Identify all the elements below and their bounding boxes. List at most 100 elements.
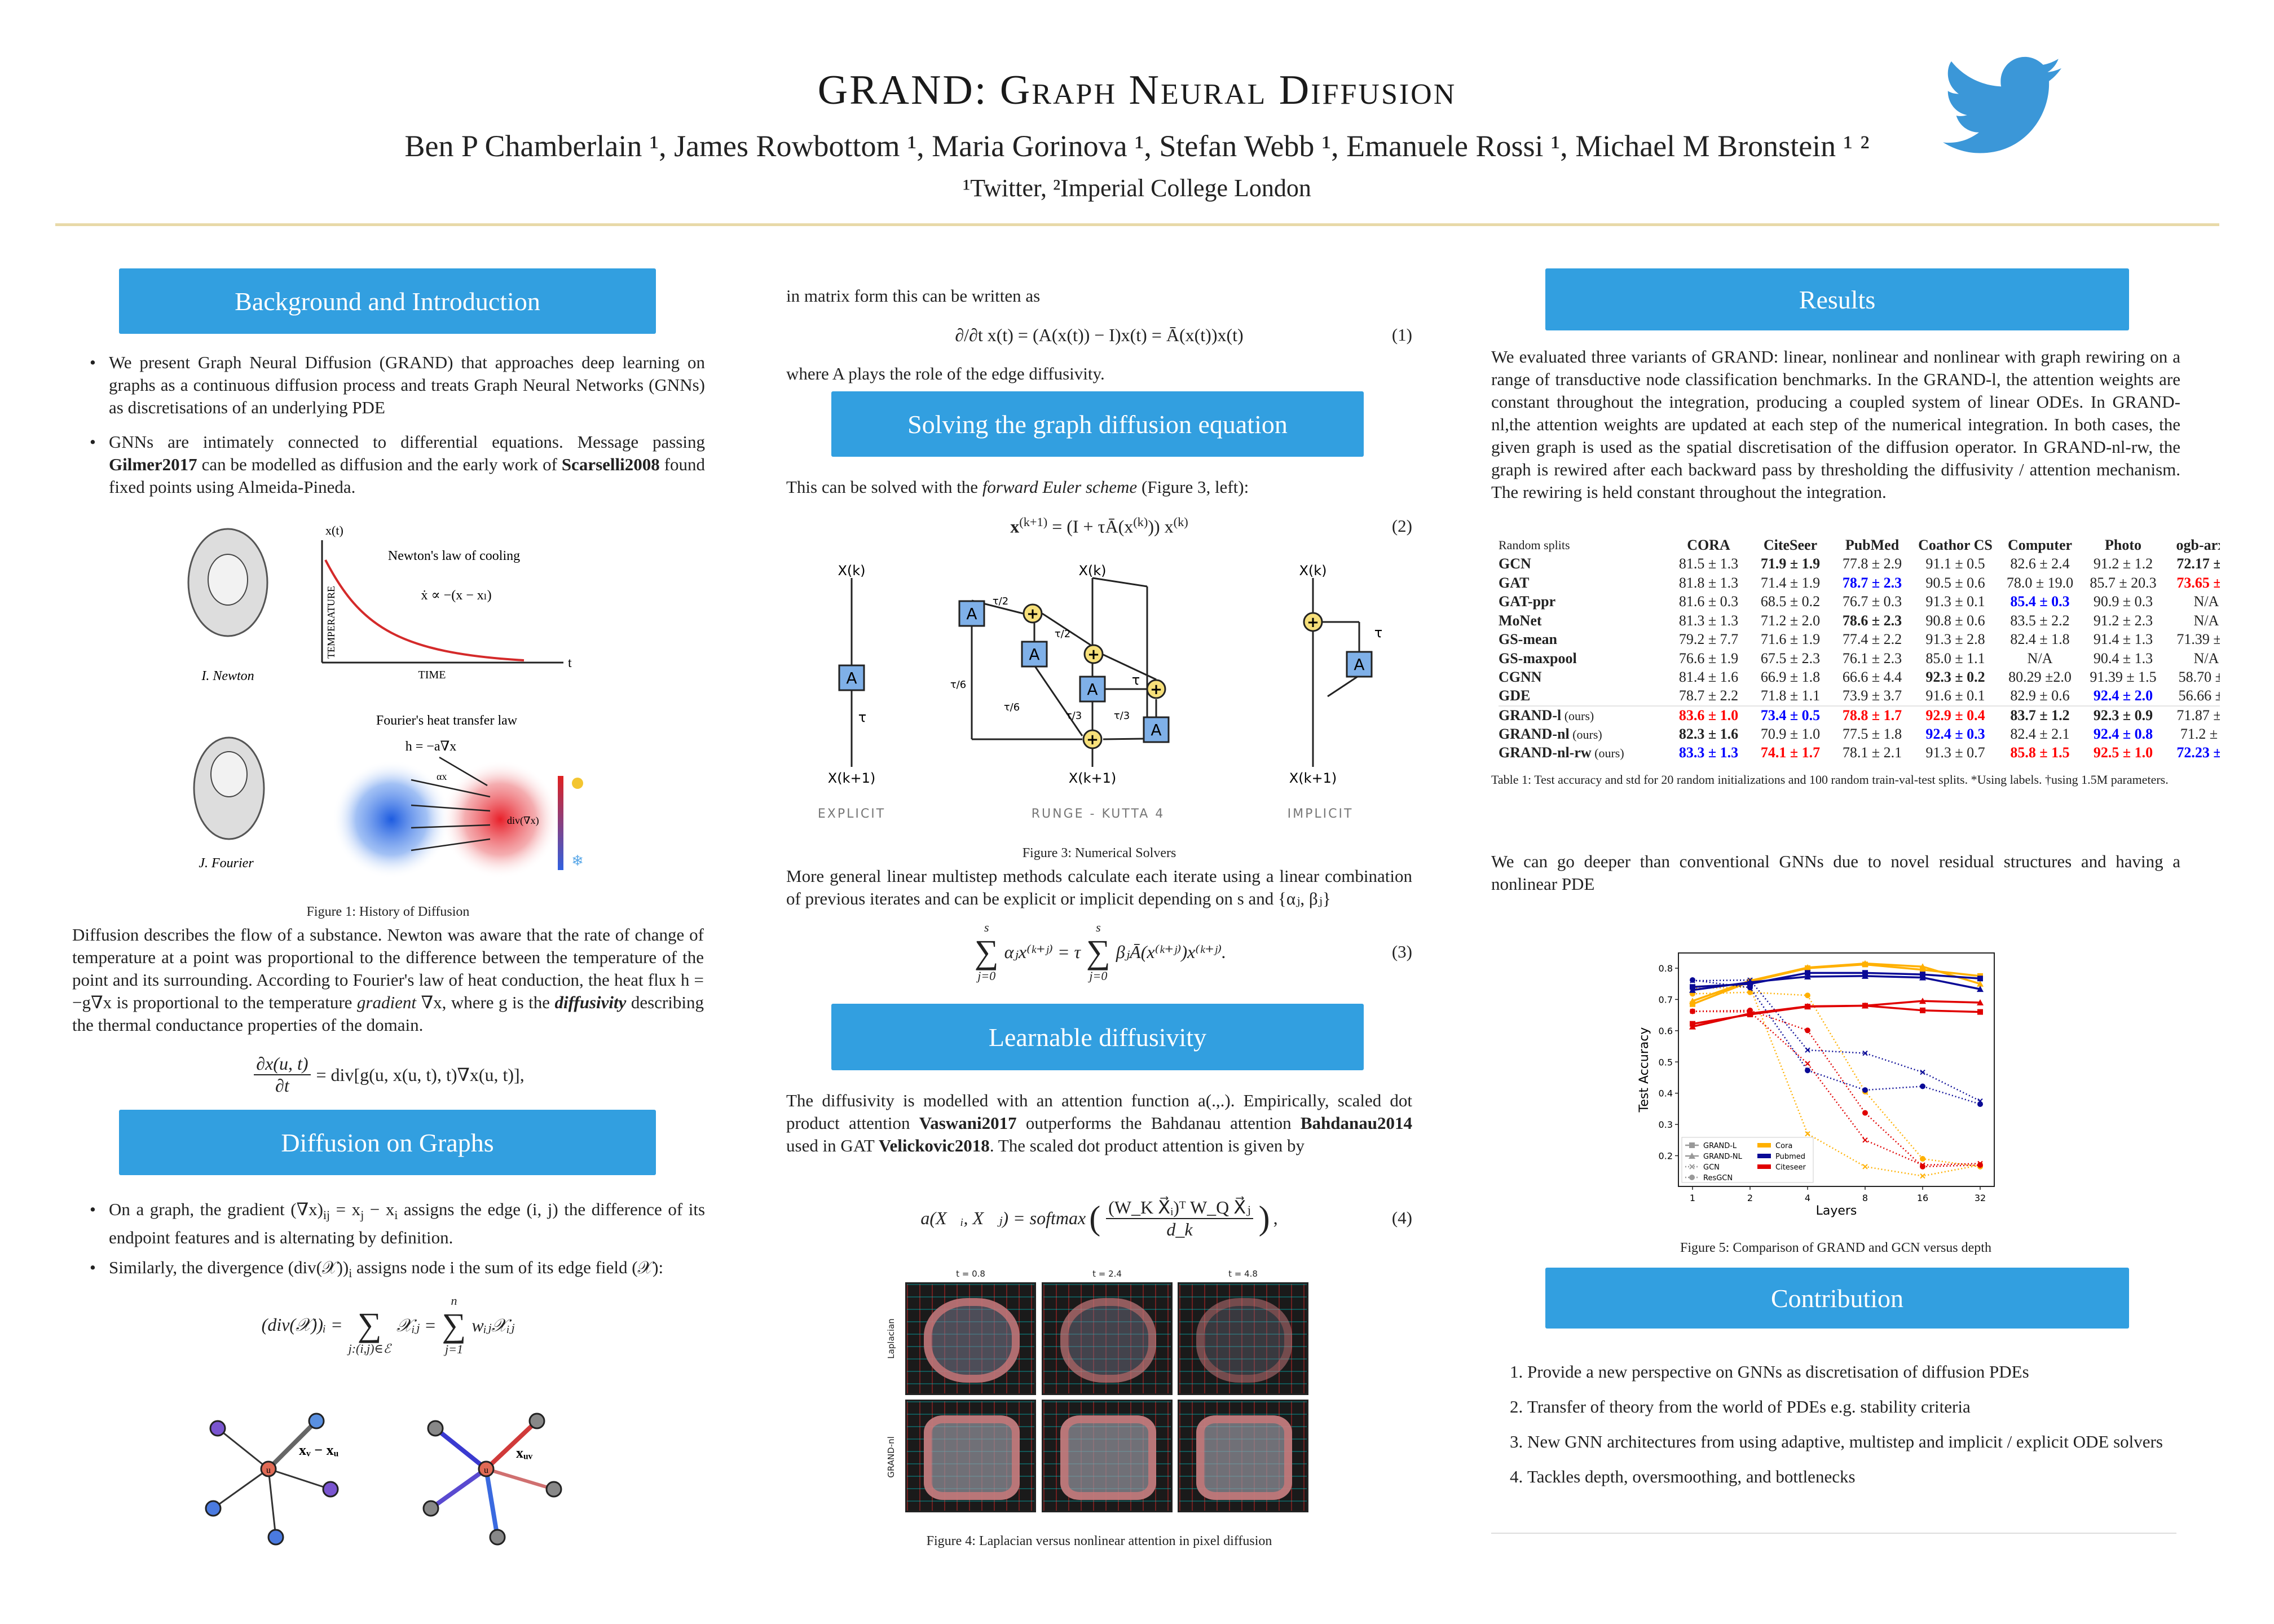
- data-point: [1977, 1101, 1983, 1107]
- table-cell: 81.3 ± 1.3: [1678, 612, 1739, 629]
- row-label-grand-nl: GRAND-nl: [886, 1436, 896, 1478]
- series-line: [1692, 986, 1981, 1177]
- text-segment: i: [394, 1208, 398, 1223]
- text-segment: Velickovic2018: [878, 1136, 990, 1155]
- equation-3: s ∑ j=0 αⱼx⁽ᵏ⁺ʲ⁾ = τ s ∑ j=0 βⱼĀ(x⁽ᵏ⁺ʲ⁾)x⁽ᵏ⁺…: [786, 918, 1412, 986]
- implicit-label: IMPLICIT: [1288, 807, 1354, 821]
- data-point: [1920, 1173, 1925, 1179]
- y-tick-label: 0.2: [1659, 1151, 1673, 1162]
- table-cell: 92.4 ± 2.0: [2093, 687, 2153, 704]
- data-point: [1977, 986, 1984, 992]
- table-row: GCN 81.5 ± 1.3 71.9 ± 1.9 77.8 ± 2.9 91.1 ± …: [1499, 555, 2220, 574]
- legend-label: Citeseer: [1775, 1163, 1806, 1172]
- row-label: GAT-ppr: [1499, 593, 1668, 612]
- y-tick-label: 0.3: [1659, 1119, 1673, 1130]
- table-cell: 82.3 ± 1.6: [1678, 725, 1739, 742]
- time-label-1: t = 0.8: [956, 1269, 985, 1279]
- table-cell: 80.29 ±2.0: [2008, 669, 2072, 686]
- section-header-solving: Solving the graph diffusion equation: [831, 391, 1364, 457]
- table-cell: 91.1 ± 0.5: [1925, 555, 1985, 572]
- table-row: MoNet 81.3 ± 1.3 71.2 ± 2.0 78.6 ± 2.3 90.8 …: [1499, 611, 2220, 630]
- table-cell: N/A: [2027, 650, 2053, 667]
- time-label: TIME: [418, 669, 446, 681]
- a-label: A: [1029, 645, 1039, 664]
- table-cell: 92.5 ± 1.0: [2093, 744, 2153, 761]
- edge-field-label: xᵤᵥ: [516, 1445, 532, 1461]
- text-segment: = x: [330, 1199, 361, 1219]
- newton-equation: ẋ ∝ −(x − xₗ): [421, 588, 491, 603]
- text-segment: Bahdanau2014: [1300, 1113, 1412, 1133]
- text-segment: GNNs are intimately connected to differe…: [109, 432, 705, 452]
- y-tick-label: 0.7: [1659, 994, 1673, 1005]
- text-segment: = (I + τĀ(x: [1047, 516, 1134, 537]
- tau-half-label: τ/2: [1055, 628, 1070, 640]
- tau-sixth-label: τ/6: [1004, 701, 1020, 713]
- table-cell: 71.4 ± 1.9: [1760, 574, 1821, 591]
- data-point: [1747, 977, 1753, 983]
- heat-flux-arrows: [411, 756, 491, 851]
- table-cell: 90.9 ± 0.3: [2093, 593, 2153, 610]
- row-label: GRAND-nl (ours): [1499, 725, 1668, 744]
- data-point: [1977, 976, 1983, 982]
- text-segment: − x: [364, 1199, 395, 1219]
- grand-nl-panel-t2: [1042, 1400, 1173, 1512]
- text-segment: assigns node i the sum of its edge field…: [352, 1257, 664, 1277]
- table-cell: N/A: [2193, 593, 2219, 610]
- newton-label: I. Newton: [201, 669, 254, 683]
- table-cell: 71.8 ± 1.1: [1760, 687, 1821, 704]
- sum-symbol: ∑: [1086, 933, 1110, 970]
- column-header: Coathor CS: [1918, 536, 1993, 553]
- temperature-colorbar: [558, 776, 563, 870]
- text-segment: used in GAT: [786, 1136, 879, 1155]
- data-point: [1804, 1003, 1811, 1009]
- a-label: A: [846, 669, 857, 687]
- section-header-results: Results: [1545, 268, 2129, 330]
- table-cell: 91.2 ± 1.2: [2093, 555, 2153, 572]
- row-label: GAT: [1499, 573, 1668, 593]
- text-segment: The diffusivity is modelled with an atte…: [786, 1091, 1412, 1133]
- text-segment: (Figure 3, left):: [1137, 477, 1249, 497]
- text-segment: We present Graph Neural Diffusion (GRAND…: [109, 352, 705, 417]
- data-point: [1805, 1047, 1810, 1053]
- table-row: GS-mean 79.2 ± 7.7 71.6 ± 1.9 77.4 ± 2.2 91.…: [1499, 630, 2220, 650]
- results-table-container: Random splits CORA CiteSeer PubMed Coathor C…: [1499, 536, 2220, 761]
- text-segment: Gilmer2017: [109, 454, 197, 474]
- tau-sixth-label: τ/6: [950, 679, 966, 691]
- y-axis-label: Test Accuracy: [1637, 1027, 1651, 1113]
- table-row: GDE 78.7 ± 2.2 71.8 ± 1.1 73.9 ± 3.7 91.6 ± …: [1499, 687, 2220, 706]
- node-u-label: u: [266, 1466, 271, 1475]
- data-point: [1804, 973, 1811, 979]
- legend-label: Pubmed: [1775, 1153, 1805, 1161]
- bottom-divider: [1491, 1533, 2176, 1534]
- model-name: GCN: [1499, 555, 1531, 572]
- text-segment: Similarly, the divergence (div(𝒳)): [109, 1257, 349, 1277]
- multistep-text: More general linear multistep methods ca…: [786, 866, 1412, 908]
- data-point: [1747, 1010, 1753, 1017]
- row-label: GS-mean: [1499, 630, 1668, 650]
- table-corner-label: Random splits: [1499, 537, 1570, 552]
- text-segment: describing the thermal conductance prope…: [72, 992, 704, 1035]
- ours-tag: (ours): [1569, 727, 1602, 742]
- column-header: Computer: [2007, 536, 2073, 553]
- series-line: [1692, 1000, 1981, 1028]
- table-cell: 78.0 ± 19.0: [2006, 574, 2074, 591]
- a-label: A: [1151, 721, 1161, 739]
- row-label: MoNet: [1499, 611, 1668, 630]
- equation-2-number: (2): [1391, 516, 1412, 536]
- diffusion-paragraph: Diffusion describes the flow of a substa…: [72, 924, 704, 1036]
- header-divider: [55, 223, 2219, 226]
- data-point: [1977, 999, 1984, 1005]
- contribution-item: Transfer of theory from the world of PDE…: [1527, 1396, 2188, 1418]
- tau-half-label: τ/2: [993, 595, 1008, 607]
- x-tick-label: 1: [1690, 1193, 1695, 1203]
- results-table: Random splits CORA CiteSeer PubMed Coathor C…: [1499, 536, 2220, 761]
- data-point: [1805, 992, 1810, 999]
- text-segment: Vaswani2017: [919, 1113, 1017, 1133]
- model-name: GRAND-l: [1499, 707, 1562, 723]
- table-cell: 78.7 ± 2.3: [1842, 574, 1902, 591]
- row-label: GCN: [1499, 555, 1668, 574]
- model-name: CGNN: [1499, 669, 1542, 686]
- text-segment: On a graph, the gradient (∇x): [109, 1199, 324, 1219]
- table-cell: 81.8 ± 1.3: [1678, 574, 1739, 591]
- table-cell: 90.5 ± 0.6: [1925, 574, 1985, 591]
